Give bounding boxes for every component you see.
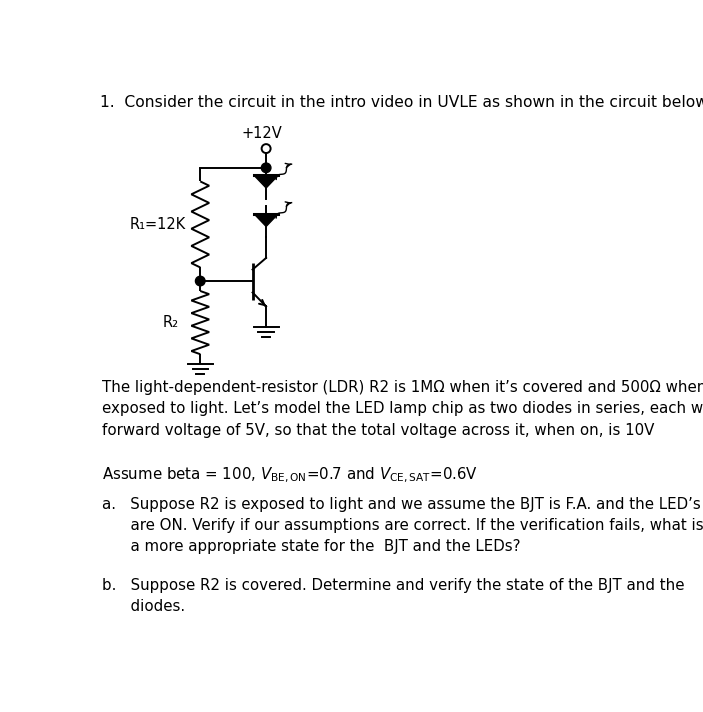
Circle shape — [262, 163, 271, 172]
Text: Assume beta = 100, $V_{\mathregular{BE,ON}}$=0.7 and $V_{\mathregular{CE,SAT}}$=: Assume beta = 100, $V_{\mathregular{BE,O… — [102, 466, 478, 485]
Circle shape — [195, 276, 205, 286]
Text: 1.  Consider the circuit in the intro video in UVLE as shown in the circuit belo: 1. Consider the circuit in the intro vid… — [100, 95, 703, 110]
Polygon shape — [254, 214, 278, 226]
Text: The light-dependent-resistor (LDR) R2 is 1MΩ when it’s covered and 500Ω when
exp: The light-dependent-resistor (LDR) R2 is… — [102, 379, 703, 438]
Text: R₁=12K: R₁=12K — [129, 217, 186, 232]
Polygon shape — [254, 175, 278, 188]
Text: b.   Suppose R2 is covered. Determine and verify the state of the BJT and the
  : b. Suppose R2 is covered. Determine and … — [102, 578, 684, 614]
Text: a.   Suppose R2 is exposed to light and we assume the BJT is F.A. and the LED’s
: a. Suppose R2 is exposed to light and we… — [102, 497, 703, 554]
Text: +12V: +12V — [242, 126, 283, 141]
Text: R₂: R₂ — [162, 315, 179, 330]
